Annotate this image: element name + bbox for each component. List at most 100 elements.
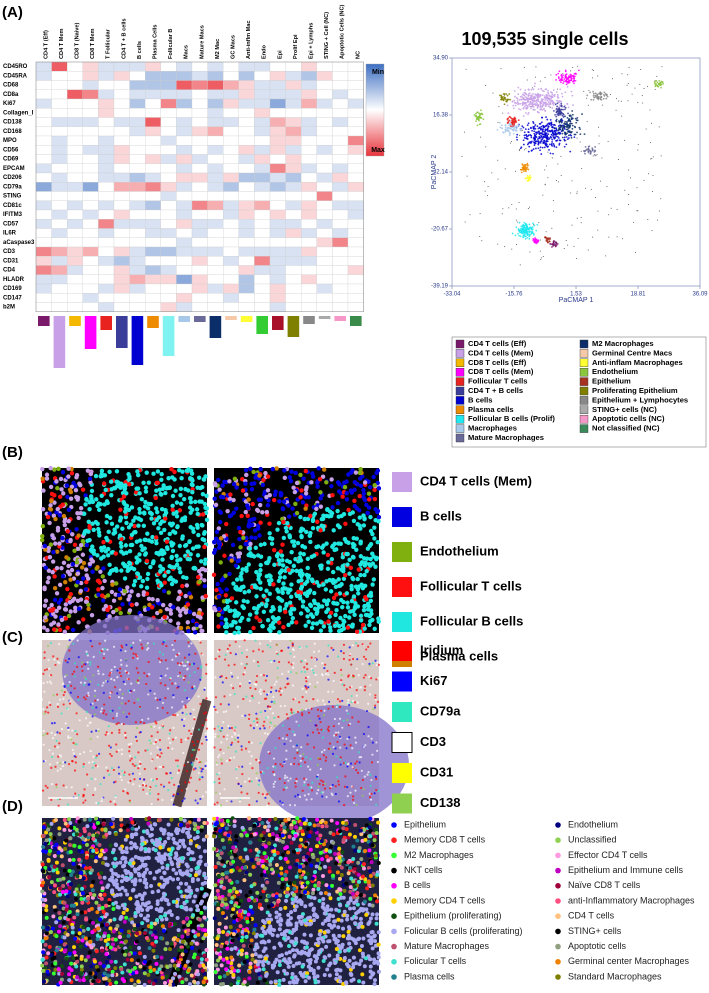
stain-dot [76,733,79,736]
point [534,103,536,106]
cell-dot [178,557,183,562]
heatmap-cell [191,246,208,257]
cell-dot [332,541,338,547]
point [550,123,553,126]
point [616,209,618,211]
heatmap-cell [316,293,333,303]
cell-dot [304,529,309,535]
cell-dot [232,608,238,613]
stain-dot [183,717,186,720]
point [530,136,533,139]
heatmap-cell [67,209,83,220]
stain-dot [44,710,47,713]
stain-dot [120,702,123,705]
heatmap-cell [160,265,177,275]
heatmap-cell [301,61,317,72]
heatmap-cell [285,145,302,155]
stain-dot [267,802,270,805]
cell-dot [172,477,177,482]
point [593,96,596,99]
heatmap-cell [98,191,115,201]
cell-dot [159,548,164,553]
cell-dot [310,526,316,531]
cell-dot [54,591,60,596]
cell-dot [104,499,110,504]
stain-dot [69,700,72,703]
cell-dot [289,549,294,555]
stain-dot [121,693,124,696]
cell-dot [248,466,253,472]
stain-dot [155,722,158,725]
legend-swatch [579,377,589,386]
point [559,103,561,106]
point [502,208,504,210]
heatmap-cell [160,191,177,201]
heatmap-cell [82,61,99,72]
stain-dot [59,767,62,771]
heatmap-cell [129,145,146,155]
point [546,165,548,167]
point [562,129,564,132]
stain-dot [135,667,138,670]
bar [287,316,300,337]
point [466,175,468,177]
row-label: CD206 [3,175,22,181]
cell-dot [298,495,303,500]
point [518,98,521,101]
cell-dot [57,541,62,546]
point [606,95,609,98]
stain-dot [193,671,196,674]
heatmap-cell [145,135,161,146]
heatmap-cell [269,246,286,257]
stain-dot [99,783,102,786]
heatmap-cell [301,219,317,229]
heatmap-cell [254,200,271,211]
stain-dot [132,652,135,655]
cell-dot [100,574,105,579]
stain-dot [194,687,197,690]
heatmap-cell [160,246,177,257]
cell-dot [324,602,330,607]
heatmap-cell [113,274,130,285]
heatmap-cell [316,228,333,238]
heatmap-cell [238,293,255,303]
cell-dot [78,588,84,594]
point [523,167,526,170]
cell-dot [177,566,182,571]
cell-dot [127,482,132,487]
cell-dot [87,500,92,505]
stain-dot [190,754,194,757]
stain-dot [367,735,370,738]
heatmap-cell [35,98,52,109]
heatmap-cell [269,172,286,183]
point [526,176,529,179]
legend-swatch [579,349,589,358]
heatmap-cell [113,182,130,192]
stain-dot [176,686,179,689]
cell-dot [125,585,130,590]
point [530,226,532,229]
heatmap-cell [145,200,161,211]
x-tick-label: 36.09 [692,292,708,298]
heatmap-cell [82,80,99,90]
heatmap-cell [191,265,208,275]
cell-dot [316,583,322,588]
point [551,141,554,143]
stain-dot [97,669,100,673]
point [559,88,562,91]
cell-dot [375,468,381,473]
point [523,149,525,151]
point [502,131,504,133]
point [497,243,499,245]
point [609,94,611,96]
point [478,115,481,118]
point [556,108,559,111]
cell-dot [66,613,72,619]
heatmap-cell [113,283,130,294]
stain-dot [131,763,134,766]
point [552,199,554,201]
point [547,122,550,125]
heatmap-cell [316,126,333,137]
cell-dot [89,495,94,501]
cell-dot [298,596,303,601]
